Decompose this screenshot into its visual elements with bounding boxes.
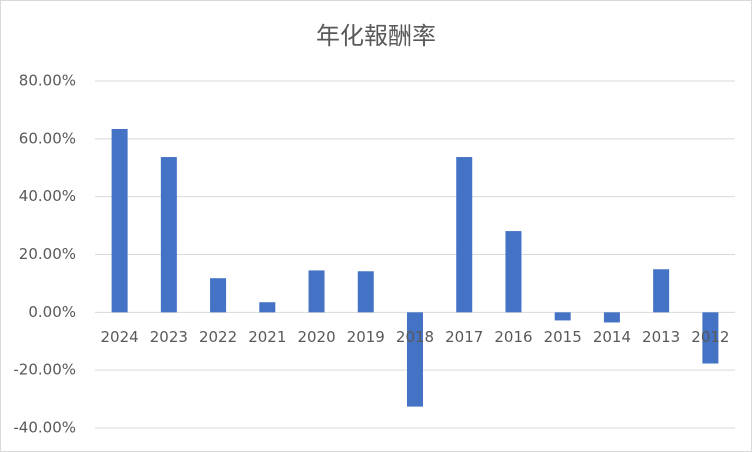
x-tick-label: 2023: [150, 328, 188, 346]
y-tick-label: 20.00%: [19, 245, 76, 263]
bar: [160, 157, 177, 313]
chart-title: 年化報酬率: [316, 22, 436, 50]
x-tick-label: 2020: [297, 328, 335, 346]
x-tick-label: 2018: [396, 328, 434, 346]
y-tick-label: 0.00%: [28, 303, 76, 321]
bar: [653, 269, 670, 313]
bar: [357, 271, 374, 313]
bar: [554, 312, 571, 321]
bar: [603, 312, 620, 323]
bar: [111, 129, 128, 313]
bar: [308, 270, 325, 313]
x-tick-label: 2016: [494, 328, 532, 346]
bar: [210, 278, 227, 313]
x-tick-label: 2012: [691, 328, 729, 346]
y-tick-label: -20.00%: [13, 361, 76, 379]
y-tick-label: -40.00%: [13, 419, 76, 437]
x-tick-label: 2014: [593, 328, 631, 346]
bar: [259, 302, 276, 313]
x-tick-label: 2013: [642, 328, 680, 346]
y-tick-label: 40.00%: [19, 187, 76, 205]
bar: [505, 231, 522, 313]
y-tick-label: 80.00%: [19, 72, 76, 90]
y-tick-label: 60.00%: [19, 129, 76, 147]
x-tick-label: 2017: [445, 328, 483, 346]
x-tick-label: 2015: [544, 328, 582, 346]
x-tick-label: 2024: [101, 328, 139, 346]
bar: [407, 312, 423, 407]
x-tick-label: 2019: [347, 328, 385, 346]
x-tick-label: 2022: [199, 328, 237, 346]
x-tick-label: 2021: [248, 328, 286, 346]
bar: [702, 312, 719, 364]
bar: [456, 157, 473, 313]
